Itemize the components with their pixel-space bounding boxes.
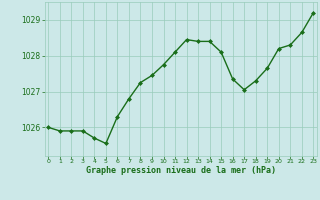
X-axis label: Graphe pression niveau de la mer (hPa): Graphe pression niveau de la mer (hPa) bbox=[86, 166, 276, 175]
